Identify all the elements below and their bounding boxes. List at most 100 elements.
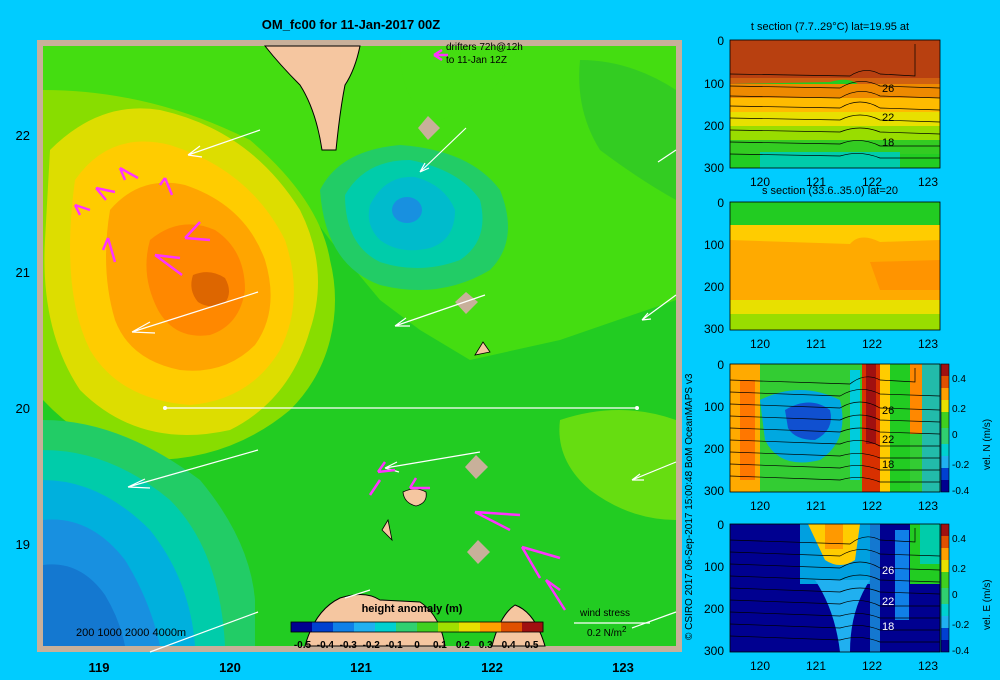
wind-scale-value: 0.2 N/m (587, 628, 622, 639)
cbar-tick: 0.2 (952, 404, 966, 415)
height-colorbar: height anomaly (m) -0.5 -0.4 -0.3 -0.2 -0.1 0… (290, 603, 544, 651)
lon-tick: 122 (862, 337, 882, 351)
lon-tick: 123 (612, 660, 634, 675)
taiwan-land (263, 45, 361, 151)
contour-label: 18 (882, 621, 894, 633)
lon-tick: 122 (862, 499, 882, 513)
velocity-east-panel: 26 22 18 0 100 200 300 120 121 122 123 (704, 518, 993, 673)
depth-tick: 0 (717, 34, 724, 48)
island (474, 341, 491, 356)
temperature-section-panel: t section (7.7..29°C) lat=19.95 at 26 22… (704, 21, 941, 189)
colorbar-tick: 0.5 (525, 640, 539, 651)
contour-label: 26 (882, 405, 894, 417)
lon-tick: 121 (350, 660, 372, 675)
panel-title: s section (33.6..35.0) lat=20 (762, 185, 898, 197)
contour-label: 18 (882, 459, 894, 471)
colorbar-tick: -0.3 (340, 640, 358, 651)
depth-tick: 200 (704, 442, 724, 456)
cbar-tick: -0.4 (952, 646, 970, 657)
lon-tick: 119 (89, 660, 110, 675)
credit-text: © CSIRO 2017 06-Sep-2017 15:00:48 BoM Oc… (684, 373, 695, 640)
cbar-tick: 0.2 (952, 564, 966, 575)
depth-tick: 0 (717, 196, 724, 210)
lon-tick: 123 (918, 175, 938, 189)
colorbar-segment (396, 622, 418, 632)
panel-title: t section (7.7..29°C) lat=19.95 at (751, 21, 909, 33)
lon-tick: 121 (806, 499, 826, 513)
cbar-label: vel. E (m/s) (982, 579, 993, 630)
cbar-label: vel. N (m/s) (982, 419, 993, 470)
wind-scale: wind stress 0.2 N/m2 (574, 608, 650, 639)
lat-tick: 20 (16, 401, 30, 416)
depth-tick: 300 (704, 161, 724, 175)
colorbar-tick: 0.2 (456, 640, 470, 651)
depth-tick: 100 (704, 560, 724, 574)
map-title: OM_fc00 for 11-Jan-2017 00Z (262, 17, 441, 32)
main-map: OM_fc00 for 11-Jan-2017 00Z (16, 17, 682, 675)
lon-tick: 120 (219, 660, 241, 675)
colorbar-segment (354, 622, 376, 632)
depth-tick: 0 (717, 518, 724, 532)
colorbar-segment (417, 622, 439, 632)
lon-tick: 122 (481, 660, 503, 675)
cbar-tick: 0 (952, 590, 958, 601)
wind-stress-label: wind stress (579, 608, 630, 619)
depth-legend: 200 1000 2000 4000m (76, 627, 186, 639)
island (381, 518, 393, 542)
drifters-label-line2: to 11-Jan 12Z (446, 55, 507, 66)
colorbar-segment (501, 622, 523, 632)
cbar-tick: -0.2 (952, 460, 970, 471)
velocity-colorbar (940, 523, 950, 653)
depth-tick: 0 (717, 358, 724, 372)
colorbar-segment (333, 622, 355, 632)
cbar-tick: 0.4 (952, 374, 966, 385)
wind-stress-arrows (127, 127, 677, 653)
lon-tick: 120 (750, 337, 770, 351)
depth-tick: 100 (704, 400, 724, 414)
lat-tick: 21 (16, 265, 30, 280)
island-marker (418, 116, 440, 140)
velocity-north-panel: 26 22 18 0 100 200 300 120 121 122 123 (704, 358, 993, 513)
colorbar-segment (438, 622, 460, 632)
cbar-tick: -0.2 (952, 620, 970, 631)
depth-tick: 200 (704, 602, 724, 616)
lon-tick: 122 (862, 175, 882, 189)
colorbar-tick: -0.2 (363, 640, 381, 651)
lon-tick: 120 (750, 499, 770, 513)
lon-tick: 123 (918, 499, 938, 513)
lat-axis: 22 21 20 19 (16, 128, 30, 552)
contour-label: 18 (882, 137, 894, 149)
colorbar-segment (480, 622, 502, 632)
colorbar-segment (375, 622, 397, 632)
depth-tick: 300 (704, 484, 724, 498)
depth-tick: 300 (704, 322, 724, 336)
contour-label: 22 (882, 112, 894, 124)
island-marker (465, 455, 488, 479)
contour-label: 22 (882, 434, 894, 446)
svg-text:0.2 N/m2: 0.2 N/m2 (587, 625, 627, 639)
colorbar-title: height anomaly (m) (362, 603, 463, 615)
land-masses (263, 45, 546, 647)
lon-tick: 120 (750, 659, 770, 673)
island-marker (467, 540, 490, 564)
colorbar-tick: -0.1 (385, 640, 403, 651)
drifter-tracks (73, 48, 567, 611)
colorbar-segment (459, 622, 481, 632)
colorbar-tick: -0.4 (317, 640, 335, 651)
cbar-tick: -0.4 (952, 486, 970, 497)
section-line (163, 406, 639, 410)
colorbar-tick: 0.3 (479, 640, 493, 651)
colorbar-segment (291, 622, 313, 632)
colorbar-tick: 0 (414, 640, 420, 651)
depth-tick: 100 (704, 238, 724, 252)
contour-label: 26 (882, 83, 894, 95)
colorbar-segment (522, 622, 544, 632)
lon-tick: 123 (918, 659, 938, 673)
drifters-label-line1: drifters 72h@12h (446, 42, 523, 53)
lon-tick: 120 (750, 175, 770, 189)
contour-label: 26 (882, 565, 894, 577)
depth-tick: 300 (704, 644, 724, 658)
colorbar-tick: 0.1 (433, 640, 447, 651)
lat-tick: 22 (16, 128, 30, 143)
